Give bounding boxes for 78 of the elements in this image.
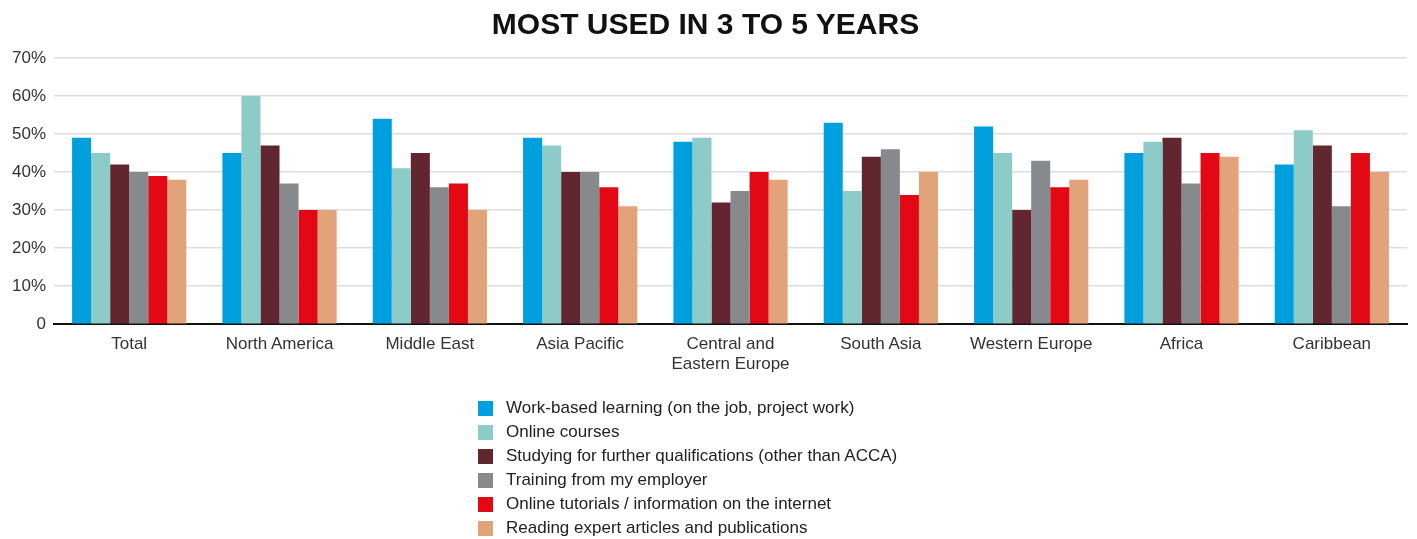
bar (1162, 137, 1182, 324)
bar (1369, 172, 1389, 324)
bar (749, 172, 769, 324)
bar (91, 153, 111, 324)
x-tick-label: Africa (1159, 334, 1204, 354)
bar (279, 183, 299, 324)
bar (561, 172, 581, 324)
bar (599, 187, 619, 324)
legend-label: Training from my employer (506, 470, 708, 490)
bar (467, 210, 487, 324)
bar (298, 210, 318, 324)
bar (391, 168, 411, 324)
bar (1293, 130, 1313, 324)
y-tick-label: 30% (11, 199, 47, 219)
bar (842, 191, 862, 324)
bar (880, 149, 900, 324)
bar (429, 187, 449, 324)
x-tick-label: Central and Eastern Europe (671, 334, 790, 374)
bar (618, 206, 638, 324)
bar (72, 137, 92, 324)
x-tick-label: North America (225, 334, 334, 354)
x-tick-label: Total (111, 334, 148, 354)
x-tick-label: Western Europe (969, 334, 1093, 354)
bar (692, 137, 712, 324)
y-tick-label: 10% (11, 275, 47, 295)
bar (167, 179, 187, 324)
y-tick-label: 20% (11, 237, 47, 257)
bar (711, 202, 731, 324)
legend-label: Studying for further qualifications (other than ACCA) (506, 446, 898, 466)
chart-title: MOST USED IN 3 TO 5 YEARS (491, 7, 920, 41)
bar (823, 122, 843, 324)
bar (1124, 153, 1144, 324)
bar (410, 153, 430, 324)
y-tick-label: 60% (11, 85, 47, 105)
bar (730, 191, 750, 324)
y-tick-label: 0 (36, 313, 47, 333)
bar (260, 145, 280, 324)
bar (1181, 183, 1201, 324)
bar (1069, 179, 1089, 324)
bar (1050, 187, 1070, 324)
bar (673, 141, 693, 324)
bar (1143, 141, 1163, 324)
x-tick-label: South Asia (840, 334, 923, 354)
legend-label: Online courses (506, 422, 620, 442)
bar (993, 153, 1013, 324)
bar (523, 137, 543, 324)
bar (1012, 210, 1032, 324)
y-tick-label: 50% (11, 123, 47, 143)
bar (1274, 164, 1294, 324)
x-tick-label: Asia Pacific (536, 334, 625, 354)
bar (918, 172, 938, 324)
bar (241, 96, 261, 324)
bar (1350, 153, 1370, 324)
x-tick-label: Caribbean (1292, 334, 1372, 354)
y-tick-label: 40% (11, 161, 47, 181)
bar (1312, 145, 1332, 324)
bar (1200, 153, 1220, 324)
bar (1331, 206, 1351, 324)
bar (129, 172, 149, 324)
bar (1219, 156, 1239, 324)
x-tick-label: Middle East (385, 334, 475, 354)
bar (899, 194, 919, 324)
bar (1031, 160, 1051, 324)
bar (372, 118, 392, 324)
legend-label: Online tutorials / information on the internet (506, 494, 832, 514)
bar (861, 156, 881, 324)
bar (580, 172, 600, 324)
bar (222, 153, 242, 324)
bar (148, 175, 168, 324)
legend-label: Reading expert articles and publications (506, 518, 808, 538)
bar (448, 183, 468, 324)
bar (317, 210, 337, 324)
legend-label: Work-based learning (on the job, project work) (506, 398, 855, 418)
bar (542, 145, 562, 324)
bar (110, 164, 130, 324)
bar (768, 179, 788, 324)
bar (974, 126, 994, 324)
y-tick-label: 70% (11, 47, 47, 67)
